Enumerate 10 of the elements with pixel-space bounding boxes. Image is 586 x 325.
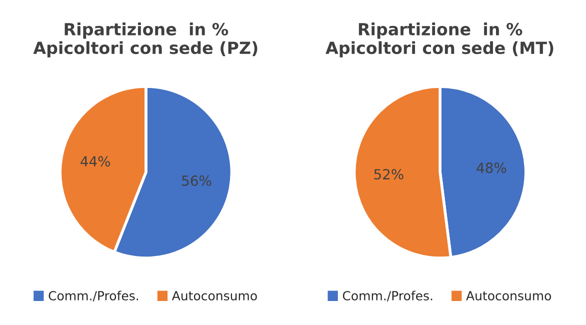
data-label: 52%	[374, 169, 404, 180]
chart-title: Ripartizione in % Apicoltori con sede (PZ)	[33, 22, 258, 58]
legend-label: Comm./Profes.	[48, 290, 138, 302]
legend-label: Comm./Profes.	[342, 290, 432, 302]
data-label: 44%	[80, 156, 110, 167]
chart-title: Ripartizione in % Apicoltori con sede (MT)	[326, 22, 554, 58]
legend-label: Autoconsumo	[466, 291, 552, 300]
data-label: 48%	[476, 162, 506, 174]
data-label: 56%	[182, 175, 212, 186]
legend-label: Autoconsumo	[172, 291, 257, 300]
